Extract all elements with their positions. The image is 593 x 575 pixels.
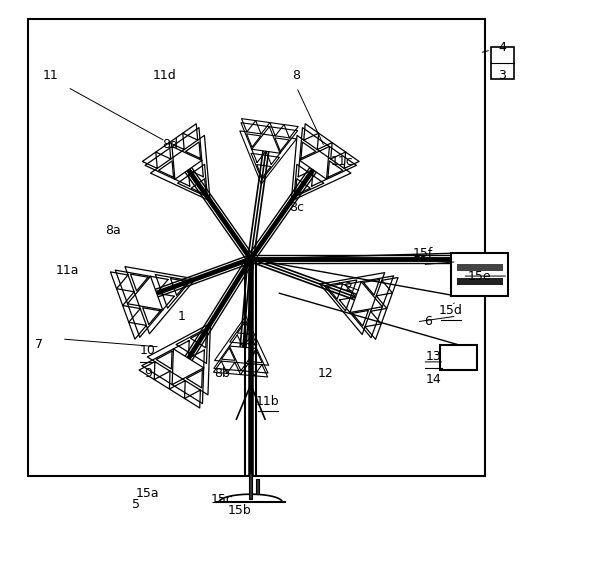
Bar [457,264,502,271]
Text: 3: 3 [499,69,506,82]
Text: 8: 8 [292,69,301,82]
Text: 8c: 8c [289,201,304,214]
Text: 8a: 8a [106,224,121,237]
Text: 2: 2 [344,281,352,294]
Text: 6: 6 [424,315,432,328]
Text: 7: 7 [35,338,43,351]
Text: 1: 1 [178,309,186,323]
Text: 15d: 15d [439,304,463,317]
Text: 11b: 11b [256,396,280,408]
Text: 9: 9 [144,367,152,380]
Text: 10: 10 [140,344,155,357]
Text: 15f: 15f [412,247,432,260]
Bar [249,473,253,499]
Text: 15a: 15a [136,487,160,500]
Bar [439,345,477,370]
Text: 5: 5 [132,499,141,511]
Text: 11a: 11a [56,264,79,277]
Bar [451,253,508,296]
Bar [27,18,485,476]
Bar [256,479,259,493]
Text: 11c: 11c [331,155,353,168]
Text: 15e: 15e [468,270,492,282]
Text: 15b: 15b [227,504,251,517]
Text: 15c: 15c [211,493,234,506]
Text: 14: 14 [426,373,442,386]
Text: 8d: 8d [162,138,178,151]
Bar [457,278,502,285]
Text: 11: 11 [43,69,58,82]
Text: 13: 13 [426,350,442,363]
Text: 4: 4 [499,41,506,53]
Text: 8b: 8b [214,367,230,380]
Text: 11d: 11d [153,69,177,82]
Text: 12: 12 [317,367,333,380]
